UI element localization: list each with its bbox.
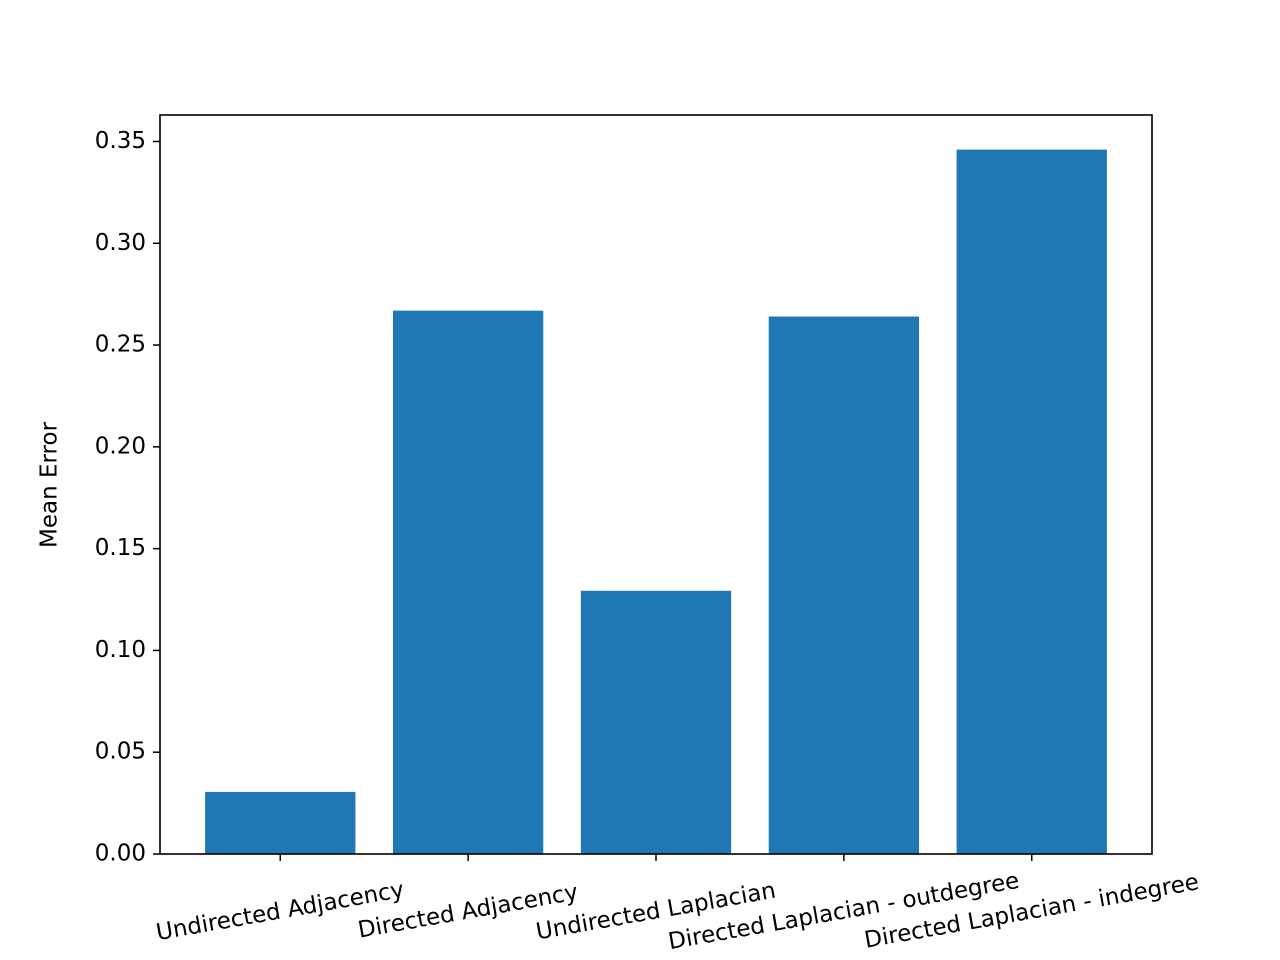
y-tick-label: 0.15 xyxy=(95,535,146,561)
y-axis-label: Mean Error xyxy=(37,421,63,548)
y-tick-label: 0.10 xyxy=(95,637,146,663)
bar xyxy=(205,791,356,854)
y-tick-label: 0.25 xyxy=(95,332,146,358)
bar xyxy=(768,316,920,855)
y-tick-label: 0.00 xyxy=(95,841,146,867)
y-tick-label: 0.05 xyxy=(95,739,146,765)
y-tick-label: 0.20 xyxy=(95,433,146,459)
plot-frame xyxy=(159,114,1153,855)
bar xyxy=(956,149,1107,854)
bar xyxy=(580,590,732,854)
bar xyxy=(392,310,544,854)
y-tick-label: 0.30 xyxy=(95,230,146,256)
y-tick-label: 0.35 xyxy=(95,128,146,154)
